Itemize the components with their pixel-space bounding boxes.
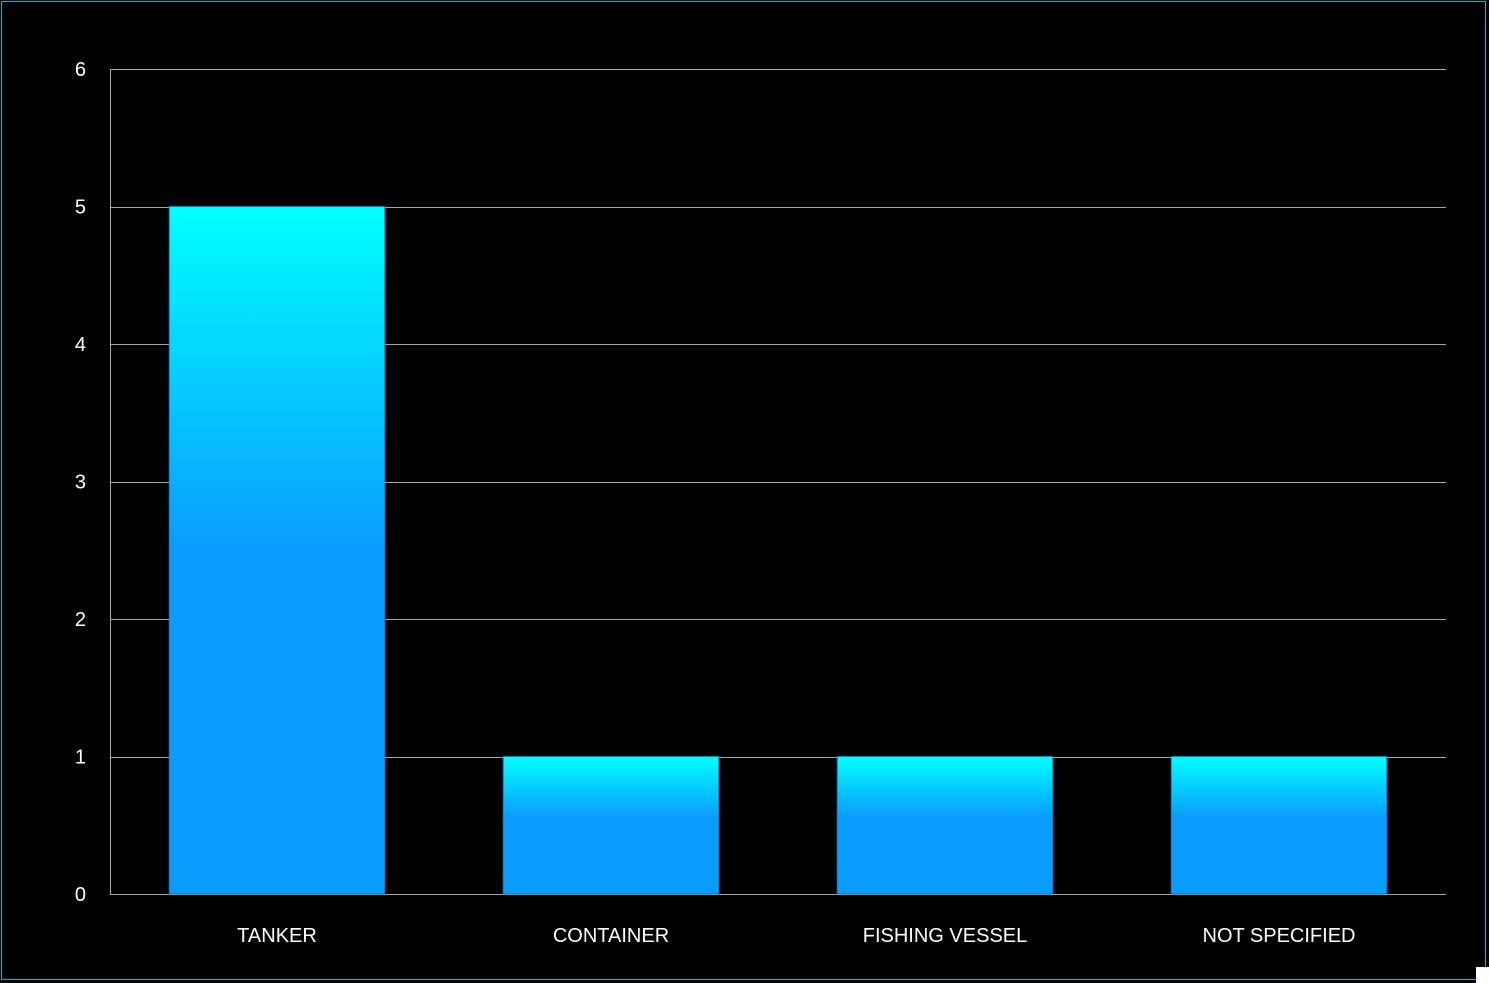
y-tick-label: 1	[75, 747, 86, 769]
y-tick-label: 3	[75, 472, 86, 494]
bar-not-specified	[1170, 756, 1388, 895]
x-tick-label: NOT SPECIFIED	[1203, 925, 1356, 947]
x-tick-label: CONTAINER	[553, 925, 669, 947]
bar-tanker	[168, 206, 386, 895]
y-tick-label: 2	[75, 609, 86, 631]
corner-mark	[1476, 967, 1489, 983]
x-tick-label: TANKER	[237, 925, 317, 947]
bar-container	[502, 756, 720, 895]
y-tick-label: 5	[75, 197, 86, 219]
bars	[168, 206, 1388, 895]
y-tick-label: 4	[75, 334, 86, 356]
bar-fishing-vessel	[836, 756, 1054, 895]
x-tick-label: FISHING VESSEL	[863, 925, 1028, 947]
y-tick-label: 0	[75, 884, 86, 906]
y-tick-label: 6	[75, 59, 86, 81]
x-axis-ticks: TANKER CONTAINER FISHING VESSEL NOT SPECIFI…	[237, 925, 1355, 947]
y-axis-ticks: 0 1 2 3 4 5 6	[75, 59, 86, 906]
